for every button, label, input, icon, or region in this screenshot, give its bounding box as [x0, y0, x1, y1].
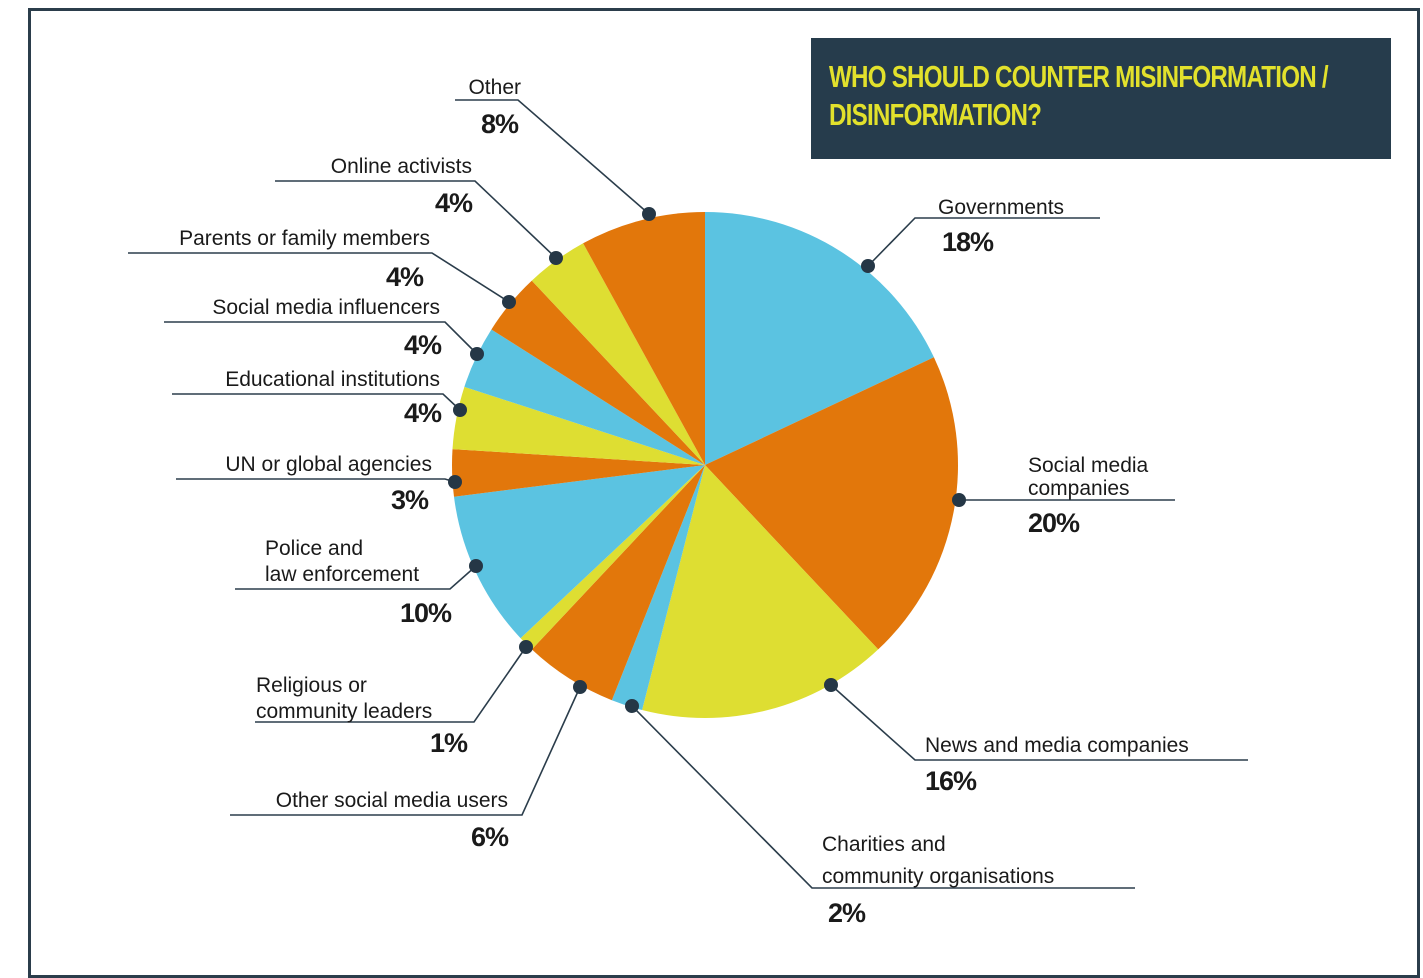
value-label-other-social-media-users: 6% [471, 822, 509, 852]
pie-slice-charities-and-community-organisations [611, 465, 705, 711]
pie-slice-religious-or-community-leaders [520, 465, 705, 650]
category-label-un-or-global-agencies: UN or global agencies [225, 453, 432, 476]
leader-dot-news-and-media-companies [824, 678, 838, 692]
category-label-governments: Governments [938, 196, 1064, 219]
category-label-online-activists: Online activists [331, 155, 472, 178]
leader-dot-online-activists [549, 251, 563, 265]
category-label-social-media-companies: Social media companies [1028, 454, 1149, 500]
leader-line-governments [867, 217, 1100, 267]
leader-line-parents-or-family-members [128, 252, 510, 303]
leader-line-online-activists [275, 180, 557, 259]
pie-slice-social-media-influencers [464, 329, 705, 465]
category-label-parents-or-family-members: Parents or family members [179, 227, 430, 250]
leader-dot-charities-and-community-organisations [625, 699, 639, 713]
leader-line-police-and-law-enforcement [235, 565, 477, 590]
leader-line-other-social-media-users [230, 686, 581, 816]
leader-dot-social-media-companies [952, 493, 966, 507]
category-label-other-social-media-users: Other social media users [276, 789, 508, 812]
leader-line-other [455, 99, 650, 215]
leader-dot-educational-institutions [453, 403, 467, 417]
category-label-news-and-media-companies: News and media companies [925, 734, 1189, 757]
leader-dot-police-and-law-enforcement [469, 559, 483, 573]
value-label-social-media-companies: 20% [1028, 508, 1080, 538]
leader-dot-parents-or-family-members [502, 295, 516, 309]
value-label-news-and-media-companies: 16% [925, 766, 977, 796]
pie-slice-other-social-media-users [531, 465, 705, 701]
pie-slice-parents-or-family-members [491, 280, 705, 465]
value-label-un-or-global-agencies: 3% [391, 485, 429, 515]
pie-slices [451, 212, 958, 718]
category-label-police-and-law-enforcement: Police and law enforcement [265, 537, 419, 586]
callouts: Governments 18% Social media companies 20% Ne… [128, 76, 1248, 928]
pie-slice-police-and-law-enforcement [453, 465, 705, 639]
category-label-other: Other [468, 76, 521, 99]
value-label-educational-institutions: 4% [404, 398, 442, 428]
leader-line-religious-or-community-leaders [255, 646, 527, 723]
pie-slice-educational-institutions [452, 386, 705, 465]
pie-slice-social-media-companies [705, 357, 958, 650]
category-label-charities-and-community-organisations: Charities and community organisations [822, 833, 1054, 888]
leader-dot-other [642, 207, 656, 221]
leader-line-social-media-influencers [164, 321, 478, 355]
leader-line-charities-and-community-organisations [631, 705, 1135, 889]
value-label-other: 8% [481, 109, 519, 139]
category-label-social-media-influencers: Social media influencers [212, 296, 440, 319]
pie-slice-governments [705, 212, 934, 465]
leader-dot-other-social-media-users [573, 680, 587, 694]
value-label-charities-and-community-organisations: 2% [828, 898, 866, 928]
category-label-religious-or-community-leaders: Religious or community leaders [256, 674, 432, 723]
value-label-religious-or-community-leaders: 1% [430, 728, 468, 758]
title-banner: WHO SHOULD COUNTER MISINFORMATION / DISI… [811, 38, 1391, 159]
leader-dot-un-or-global-agencies [448, 475, 462, 489]
leader-dot-governments [861, 259, 875, 273]
leader-dot-social-media-influencers [470, 347, 484, 361]
value-label-police-and-law-enforcement: 10% [400, 598, 452, 628]
leader-line-un-or-global-agencies [176, 478, 456, 483]
leader-line-news-and-media-companies [830, 684, 1248, 761]
value-label-parents-or-family-members: 4% [386, 262, 424, 292]
value-label-social-media-influencers: 4% [404, 330, 442, 360]
chart-title: WHO SHOULD COUNTER MISINFORMATION / DISI… [829, 59, 1329, 132]
leader-dot-religious-or-community-leaders [519, 640, 533, 654]
leader-line-educational-institutions [172, 393, 461, 411]
value-label-governments: 18% [942, 227, 994, 257]
value-label-online-activists: 4% [435, 188, 473, 218]
pie-slice-un-or-global-agencies [451, 449, 705, 497]
pie-slice-other [583, 212, 705, 465]
category-label-educational-institutions: Educational institutions [225, 368, 440, 391]
pie-slice-online-activists [531, 243, 705, 465]
pie-slice-news-and-media-companies [642, 465, 879, 718]
